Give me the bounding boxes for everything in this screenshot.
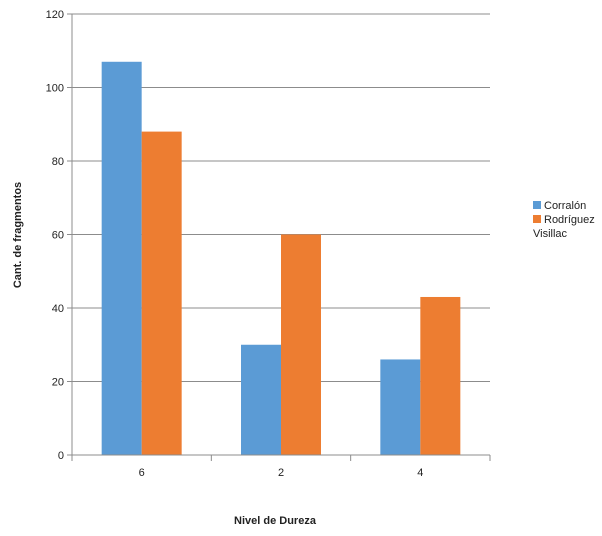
y-tick-label: 40: [52, 303, 64, 315]
y-tick-label: 100: [46, 83, 64, 95]
bar: [101, 61, 142, 456]
y-tick-label: 20: [52, 377, 64, 389]
y-tick-label: 80: [52, 156, 64, 168]
bar: [241, 344, 281, 455]
legend-label: Corralón: [544, 200, 586, 212]
legend-swatch: [533, 215, 541, 223]
bar: [380, 359, 421, 455]
x-tick-label: 2: [278, 467, 284, 479]
bar: [420, 296, 461, 455]
y-tick-label: 60: [52, 230, 64, 242]
legend-label: Rodríguez Visillac: [533, 214, 595, 240]
bar: [281, 234, 321, 455]
y-tick-label: 0: [58, 450, 64, 462]
x-tick-label: 6: [139, 467, 145, 479]
legend-swatch: [533, 201, 541, 209]
bar: [141, 131, 182, 455]
x-tick-label: 4: [417, 467, 423, 479]
x-tick-labels: 6 2 4: [139, 467, 424, 479]
y-tick-labels: 0 20 40 60 80 100 120: [46, 9, 72, 462]
y-axis-title: Cant. de fragmentos: [12, 182, 24, 288]
bars: [101, 61, 461, 456]
x-axis-title: Nivel de Dureza: [234, 515, 317, 527]
y-tick-label: 120: [46, 9, 64, 21]
legend: Corralón Rodríguez Visillac: [533, 200, 595, 240]
